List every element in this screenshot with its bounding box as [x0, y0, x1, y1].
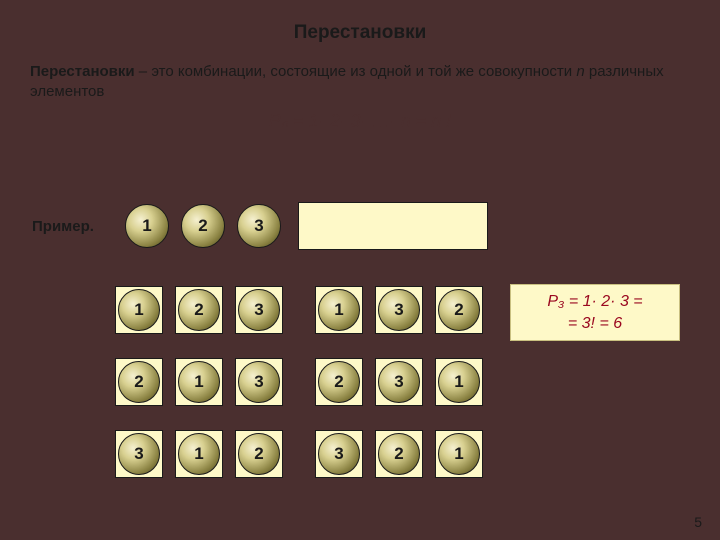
example-label: Пример.	[32, 218, 94, 235]
perm-circle: 2	[438, 289, 480, 331]
definition-part1: – это комбинации, состоящие из одной и т…	[135, 63, 577, 80]
perm-circle: 3	[238, 289, 280, 331]
perm-cell: 1	[175, 358, 223, 406]
perm-circle: 3	[318, 433, 360, 475]
perm-circle: 1	[178, 433, 220, 475]
perm-cell: 1	[115, 286, 163, 334]
formula-main: Pₙ = 1· 2· 3· …· n = n !	[0, 111, 720, 132]
perm-cell: 3	[315, 430, 363, 478]
top-circle: 2	[181, 204, 225, 248]
perm-cell: 2	[375, 430, 423, 478]
perm-circle: 2	[378, 433, 420, 475]
top-circle: 1	[125, 204, 169, 248]
perm-circle: 3	[238, 361, 280, 403]
row-gap	[295, 430, 303, 478]
row-gap	[295, 358, 303, 406]
perm-circle: 1	[438, 433, 480, 475]
perm-cell: 1	[435, 430, 483, 478]
blank-box	[298, 202, 488, 250]
formula-small-line1: P₃ = 1· 2· 3 =	[519, 291, 671, 313]
perm-cell: 3	[375, 358, 423, 406]
row-gap	[295, 286, 303, 334]
perm-cell: 2	[115, 358, 163, 406]
perm-circle: 1	[178, 361, 220, 403]
perm-circle: 1	[438, 361, 480, 403]
perm-cell: 1	[175, 430, 223, 478]
perm-cell: 1	[315, 286, 363, 334]
perm-circle: 2	[118, 361, 160, 403]
perm-cell: 3	[235, 358, 283, 406]
definition-term: Перестановки	[30, 63, 135, 80]
perm-cell: 3	[235, 286, 283, 334]
perm-cell: 2	[235, 430, 283, 478]
perm-circle: 1	[118, 289, 160, 331]
perm-circle: 2	[238, 433, 280, 475]
top-circle: 3	[237, 204, 281, 248]
perm-cell: 2	[435, 286, 483, 334]
perm-cell: 2	[315, 358, 363, 406]
page-number: 5	[694, 514, 702, 530]
perm-cell: 1	[435, 358, 483, 406]
perm-cell: 2	[175, 286, 223, 334]
perm-cell: 3	[375, 286, 423, 334]
perm-row: 2 1 3 2 3 1	[115, 358, 483, 406]
perm-circle: 1	[318, 289, 360, 331]
top-row: 1 2 3	[125, 204, 281, 248]
perm-row: 3 1 2 3 2 1	[115, 430, 483, 478]
perm-cell: 3	[115, 430, 163, 478]
perm-circle: 2	[318, 361, 360, 403]
perm-circle: 3	[378, 289, 420, 331]
formula-small-line2: = 3! = 6	[519, 313, 671, 335]
perm-circle: 3	[378, 361, 420, 403]
definition-n: n	[576, 63, 584, 80]
perm-circle: 3	[118, 433, 160, 475]
perm-row: 1 2 3 1 3 2	[115, 286, 483, 334]
formula-small: P₃ = 1· 2· 3 = = 3! = 6	[510, 284, 680, 341]
perm-circle: 2	[178, 289, 220, 331]
definition-text: Перестановки – это комбинации, состоящие…	[30, 62, 690, 103]
page-title: Перестановки	[0, 0, 720, 44]
